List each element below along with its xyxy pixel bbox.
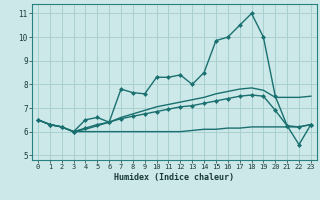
X-axis label: Humidex (Indice chaleur): Humidex (Indice chaleur) bbox=[115, 173, 234, 182]
